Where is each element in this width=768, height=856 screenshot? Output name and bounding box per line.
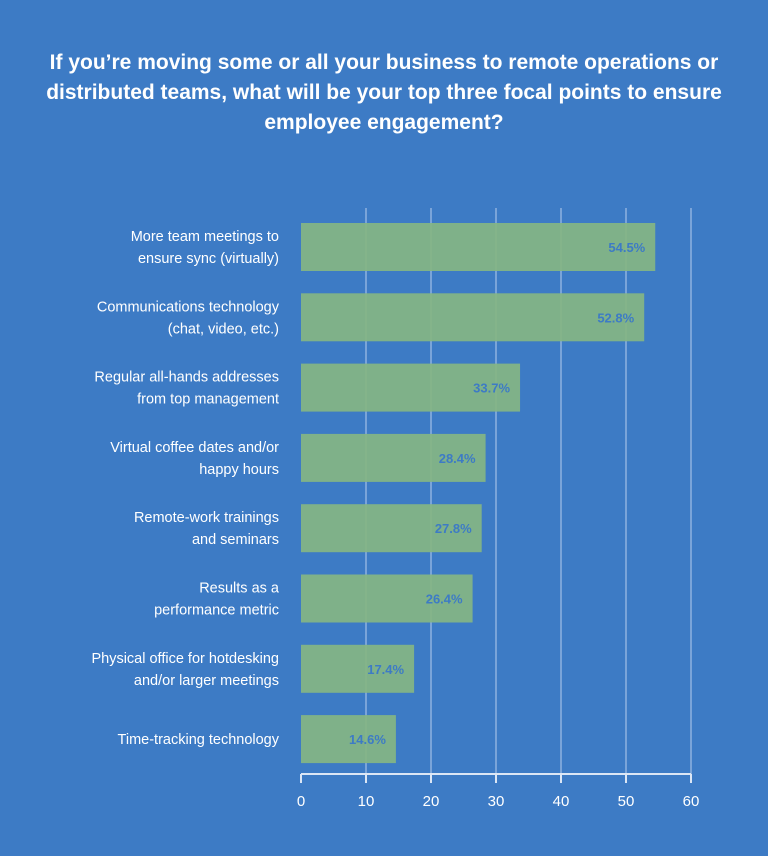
category-label: (chat, video, etc.) (168, 321, 279, 337)
data-label: 27.8% (435, 521, 472, 536)
category-label: Physical office for hotdesking (91, 651, 279, 667)
category-label: happy hours (199, 462, 279, 478)
bar (301, 433, 486, 482)
chart-title: If you’re moving some or all your busine… (46, 51, 722, 134)
x-tick-label: 40 (553, 793, 570, 810)
x-tick-label: 60 (683, 793, 700, 810)
category-label: Time-tracking technology (118, 732, 280, 748)
x-tick-label: 30 (488, 793, 505, 810)
x-tick-label: 10 (358, 793, 375, 810)
category-label: performance metric (154, 603, 279, 619)
category-label: and/or larger meetings (134, 673, 279, 689)
bar (301, 363, 521, 412)
data-label: 54.5% (608, 240, 645, 255)
data-label: 28.4% (439, 451, 476, 466)
x-tick-label: 0 (297, 793, 305, 810)
category-label: Regular all-hands addresses (94, 370, 279, 386)
category-label: Remote-work trainings (134, 510, 279, 526)
x-tick-label: 50 (618, 793, 635, 810)
data-label: 52.8% (597, 310, 634, 325)
bar (301, 504, 482, 553)
data-label: 33.7% (473, 381, 510, 396)
bar (301, 574, 473, 623)
category-label: Communications technology (97, 299, 280, 315)
category-label: from top management (137, 392, 279, 408)
category-label: More team meetings to (131, 229, 279, 245)
bar (301, 223, 656, 271)
category-label: Virtual coffee dates and/or (110, 440, 279, 456)
category-label: ensure sync (virtually) (138, 251, 279, 267)
bar (301, 715, 396, 764)
bar (301, 644, 415, 693)
bar (301, 293, 645, 342)
category-label: Results as a (199, 581, 280, 597)
data-label: 26.4% (426, 592, 463, 607)
data-label: 17.4% (367, 662, 404, 677)
x-tick-label: 20 (423, 793, 440, 810)
category-label: and seminars (192, 532, 279, 548)
data-label: 14.6% (349, 732, 386, 747)
